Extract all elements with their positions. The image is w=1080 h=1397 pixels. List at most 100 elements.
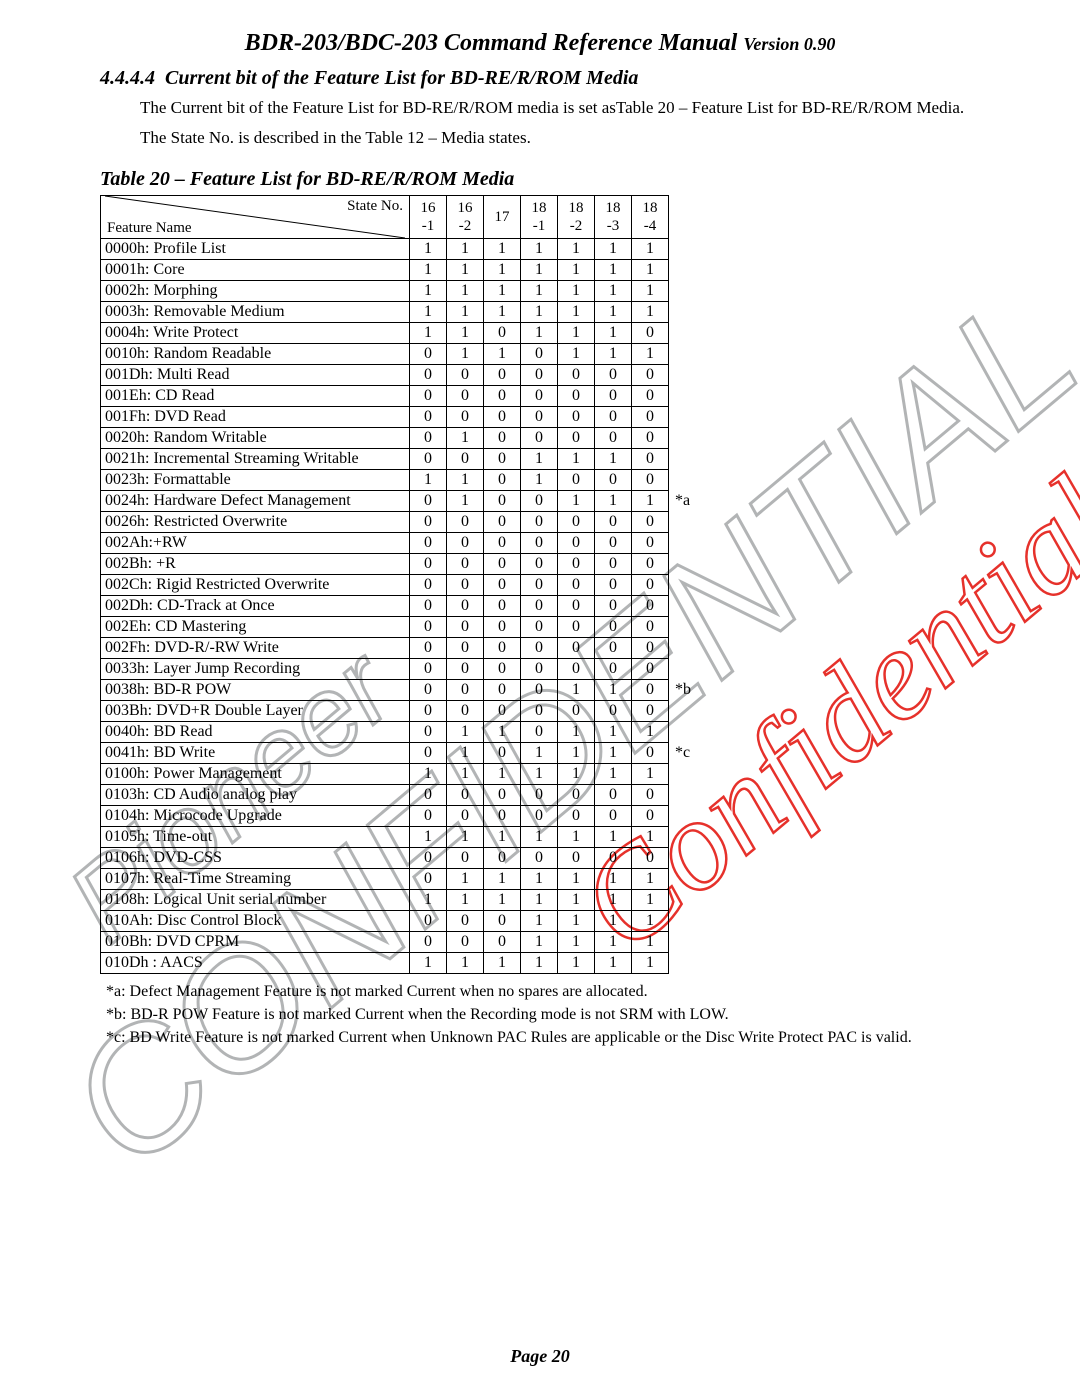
feature-value-cell: 1 (447, 469, 484, 490)
feature-value-cell: 1 (632, 238, 669, 259)
feature-value-cell: 0 (484, 511, 521, 532)
feature-value-cell: 1 (447, 721, 484, 742)
feature-value-cell: 1 (595, 238, 632, 259)
feature-value-cell: 1 (447, 490, 484, 511)
feature-note-cell (669, 448, 720, 469)
feature-value-cell: 1 (521, 742, 558, 763)
feature-value-cell: 1 (410, 889, 447, 910)
feature-value-cell: 0 (521, 574, 558, 595)
footnote-c: *c: BD Write Feature is not marked Curre… (106, 1026, 912, 1049)
feature-value-cell: 1 (521, 952, 558, 973)
feature-value-cell: 0 (558, 406, 595, 427)
feature-value-cell: 1 (595, 826, 632, 847)
feature-value-cell: 1 (521, 826, 558, 847)
feature-value-cell: 0 (632, 574, 669, 595)
feature-value-cell: 0 (484, 805, 521, 826)
feature-value-cell: 0 (558, 637, 595, 658)
table-row: 001Fh: DVD Read0000000 (101, 406, 720, 427)
feature-value-cell: 1 (558, 742, 595, 763)
feature-name-cell: 0026h: Restricted Overwrite (101, 511, 410, 532)
feature-value-cell: 0 (521, 616, 558, 637)
feature-value-cell: 0 (632, 406, 669, 427)
feature-name-cell: 0020h: Random Writable (101, 427, 410, 448)
feature-value-cell: 0 (632, 553, 669, 574)
feature-value-cell: 1 (447, 889, 484, 910)
feature-value-cell: 1 (521, 910, 558, 931)
feature-value-cell: 0 (484, 574, 521, 595)
feature-value-cell: 0 (484, 385, 521, 406)
feature-note-cell (669, 658, 720, 679)
feature-value-cell: 1 (595, 763, 632, 784)
feature-note-cell (669, 616, 720, 637)
feature-value-cell: 1 (595, 910, 632, 931)
feature-value-cell: 0 (410, 658, 447, 679)
feature-value-cell: 1 (447, 826, 484, 847)
feature-value-cell: 0 (410, 637, 447, 658)
feature-value-cell: 0 (521, 364, 558, 385)
feature-value-cell: 1 (447, 238, 484, 259)
feature-value-cell: 1 (595, 721, 632, 742)
feature-value-cell: 1 (447, 280, 484, 301)
table-row: 0040h: BD Read0110111 (101, 721, 720, 742)
feature-note-cell (669, 910, 720, 931)
feature-value-cell: 0 (410, 532, 447, 553)
feature-value-cell: 1 (521, 322, 558, 343)
feature-value-cell: 0 (558, 469, 595, 490)
feature-value-cell: 1 (558, 322, 595, 343)
feature-name-cell: 0002h: Morphing (101, 280, 410, 301)
feature-value-cell: 0 (595, 847, 632, 868)
feature-value-cell: 0 (558, 595, 595, 616)
feature-value-cell: 1 (447, 343, 484, 364)
feature-value-cell: 1 (632, 343, 669, 364)
feature-value-cell: 0 (410, 427, 447, 448)
feature-value-cell: 1 (521, 280, 558, 301)
feature-value-cell: 0 (484, 469, 521, 490)
feature-value-cell: 1 (484, 952, 521, 973)
feature-value-cell: 0 (558, 532, 595, 553)
feature-name-cell: 010Ah: Disc Control Block (101, 910, 410, 931)
feature-value-cell: 1 (558, 889, 595, 910)
feature-value-cell: 0 (632, 532, 669, 553)
feature-value-cell: 1 (595, 742, 632, 763)
table-row: 0004h: Write Protect1101110 (101, 322, 720, 343)
feature-value-cell: 0 (558, 553, 595, 574)
feature-value-cell: 1 (521, 868, 558, 889)
feature-value-cell: 0 (484, 364, 521, 385)
feature-value-cell: 0 (521, 637, 558, 658)
feature-name-cell: 0041h: BD Write (101, 742, 410, 763)
feature-value-cell: 0 (484, 931, 521, 952)
table-row: 0103h: CD Audio analog play0000000 (101, 784, 720, 805)
feature-value-cell: 0 (484, 448, 521, 469)
feature-value-cell: 1 (484, 280, 521, 301)
feature-value-cell: 1 (484, 343, 521, 364)
feature-name-cell: 0038h: BD-R POW (101, 679, 410, 700)
feature-value-cell: 1 (558, 679, 595, 700)
feature-value-cell: 0 (484, 742, 521, 763)
feature-value-cell: 0 (521, 700, 558, 721)
feature-value-cell: 0 (484, 553, 521, 574)
feature-note-cell (669, 847, 720, 868)
feature-value-cell: 0 (410, 490, 447, 511)
table-row: 0001h: Core1111111 (101, 259, 720, 280)
feature-value-cell: 0 (558, 427, 595, 448)
feature-value-cell: 1 (521, 469, 558, 490)
feature-note-cell (669, 721, 720, 742)
feature-value-cell: 0 (521, 406, 558, 427)
feature-note-cell: *b (669, 679, 720, 700)
feature-value-cell: 0 (595, 616, 632, 637)
table-row: 001Dh: Multi Read0000000 (101, 364, 720, 385)
feature-value-cell: 0 (558, 511, 595, 532)
feature-value-cell: 0 (447, 679, 484, 700)
feature-value-cell: 0 (595, 427, 632, 448)
feature-value-cell: 0 (632, 427, 669, 448)
feature-value-cell: 0 (447, 385, 484, 406)
feature-value-cell: 0 (410, 931, 447, 952)
feature-value-cell: 0 (632, 448, 669, 469)
table-row: 0021h: Incremental Streaming Writable000… (101, 448, 720, 469)
feature-value-cell: 1 (595, 952, 632, 973)
feature-note-cell (669, 364, 720, 385)
table-row: 002Bh: +R0000000 (101, 553, 720, 574)
feature-value-cell: 1 (632, 721, 669, 742)
feature-note-cell (669, 826, 720, 847)
feature-value-cell: 0 (632, 742, 669, 763)
